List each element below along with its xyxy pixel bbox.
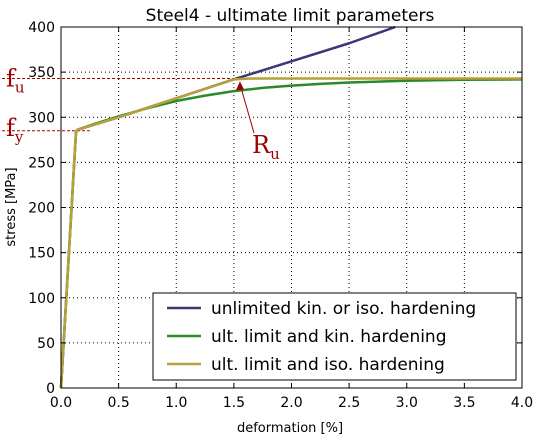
y-tick-label: 250 (28, 155, 55, 171)
x-tick-label: 3.0 (396, 395, 418, 411)
legend-box (152, 292, 517, 381)
x-axis-label: deformation [%] (237, 421, 343, 436)
legend-label-2: ult. limit and kin. hardening (211, 327, 447, 347)
x-tick-label: 2.0 (280, 395, 302, 411)
annotations: fu fy Ru (6, 64, 280, 163)
y-tick-label: 200 (28, 201, 55, 217)
x-tick-label: 1.0 (165, 395, 187, 411)
x-tick-label: 3.5 (453, 395, 475, 411)
chart-title: Steel4 - ultimate limit parameters (146, 6, 435, 26)
legend: unlimited kin. or iso. hardening ult. lim… (152, 292, 517, 381)
y-ticks: 0 50 100 150 200 250 300 350 400 (28, 20, 522, 397)
grid (61, 27, 522, 388)
ru-arrow-line (240, 87, 255, 134)
fy-label: fy (6, 114, 24, 146)
x-tick-label: 1.5 (223, 395, 245, 411)
x-tick-label: 0.0 (50, 395, 72, 411)
fu-label: fu (6, 64, 25, 96)
legend-label-3: ult. limit and iso. hardening (211, 355, 445, 375)
reference-lines (2, 77, 522, 132)
ru-label: Ru (252, 131, 280, 163)
legend-label-1: unlimited kin. or iso. hardening (211, 299, 476, 319)
x-tick-label: 2.5 (338, 395, 360, 411)
series-group (59, 25, 523, 389)
ru-arrow-head (235, 81, 244, 91)
series-line-3 (59, 77, 522, 389)
x-tick-label: 0.5 (107, 395, 129, 411)
y-tick-label: 150 (28, 246, 55, 262)
x-tick-label: 4.0 (511, 395, 533, 411)
x-ticks: 0.0 0.5 1.0 1.5 2.0 2.5 3.0 3.5 4.0 (50, 27, 533, 411)
y-axis-label: stress [MPa] (4, 167, 19, 246)
y-tick-label: 0 (46, 381, 55, 397)
y-tick-label: 300 (28, 110, 55, 126)
y-tick-label: 100 (28, 291, 55, 307)
y-tick-label: 50 (37, 336, 55, 352)
y-tick-label: 350 (28, 65, 55, 81)
y-tick-label: 400 (28, 20, 55, 36)
